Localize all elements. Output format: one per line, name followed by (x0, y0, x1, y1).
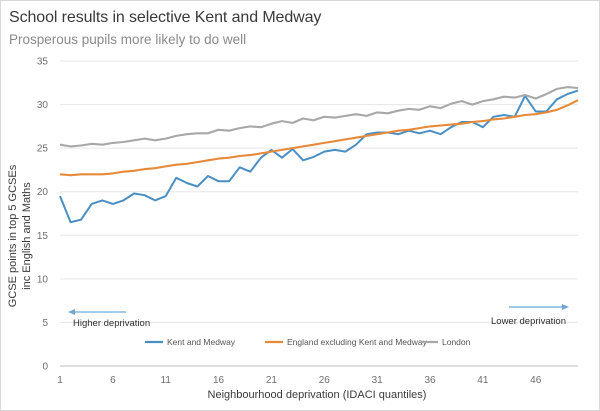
higher-deprivation-label: Higher deprivation (73, 318, 150, 329)
y-axis-title-line1: GCSE points in top 5 GCSEs (7, 164, 19, 307)
left-arrow-head (68, 309, 75, 315)
lower-deprivation-annotation: Lower deprivation (491, 304, 569, 327)
legend-label: England excluding Kent and Medway (287, 337, 428, 347)
y-tick-label: 30 (37, 100, 49, 111)
legend-label: London (442, 337, 471, 347)
x-tick-labels: 1 6 11 16 21 26 31 36 41 46 (57, 375, 541, 386)
x-tick-label: 1 (57, 375, 63, 386)
y-tick-label: 20 (37, 187, 49, 198)
x-tick-label: 11 (161, 375, 172, 386)
x-tick-label: 46 (530, 375, 542, 386)
gridlines (60, 60, 578, 323)
x-tick-label: 36 (424, 375, 436, 386)
x-tick-label: 26 (319, 375, 331, 386)
x-axis-title: Neighbourhood deprivation (IDACI quantil… (208, 389, 427, 401)
y-tick-labels: 0 5 10 15 20 25 30 35 (37, 57, 49, 373)
series-line-kent-and-medway (59, 89, 579, 224)
x-tick-label: 41 (477, 375, 489, 386)
legend-label: Kent and Medway (167, 337, 236, 347)
series-line-london (59, 86, 579, 148)
x-tick-label: 16 (213, 375, 225, 386)
higher-deprivation-annotation: Higher deprivation (68, 309, 150, 329)
chart-subtitle: Prosperous pupils more likely to do well (9, 32, 247, 47)
y-tick-label: 25 (37, 144, 49, 155)
y-axis-title-line2: inc English and Maths (21, 182, 33, 290)
y-tick-label: 10 (37, 274, 49, 285)
chart-title: School results in selective Kent and Med… (9, 9, 322, 26)
y-tick-label: 35 (37, 57, 49, 68)
series-line-england-excluding-kent-and-medway (59, 99, 579, 177)
legend: Kent and Medway England excluding Kent an… (145, 337, 471, 347)
y-tick-label: 5 (42, 318, 48, 329)
x-tick-label: 31 (372, 375, 384, 386)
y-tick-label: 15 (37, 231, 49, 242)
x-tick-label: 21 (266, 375, 278, 386)
lower-deprivation-label: Lower deprivation (491, 316, 566, 327)
y-tick-label: 0 (42, 362, 48, 373)
x-tick-label: 6 (110, 375, 116, 386)
right-arrow-head (562, 304, 569, 310)
series-lines (59, 86, 579, 224)
